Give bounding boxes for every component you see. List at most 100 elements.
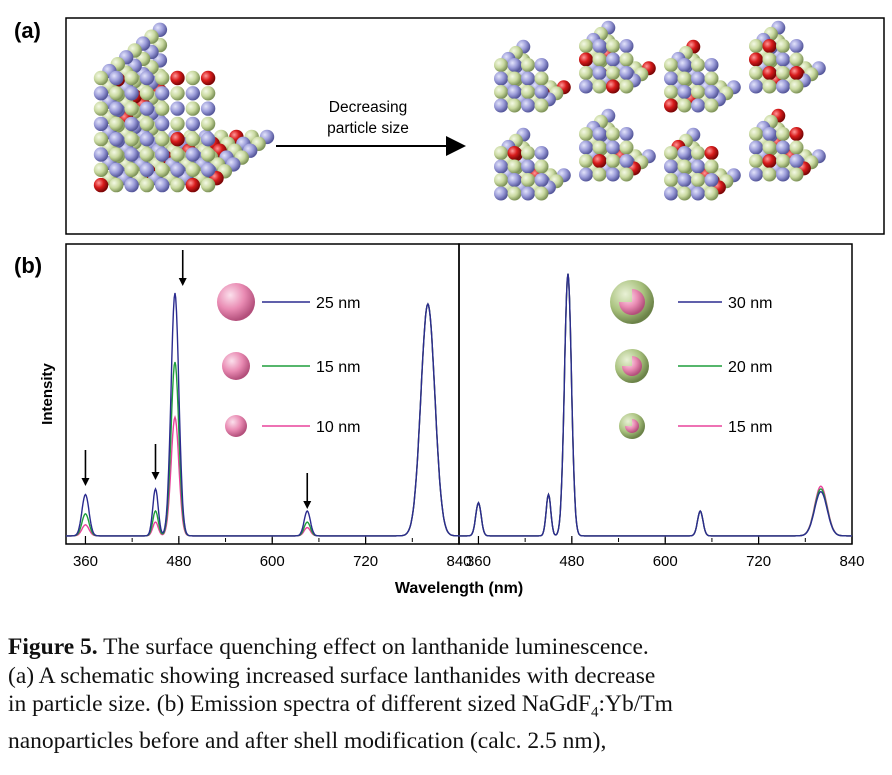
atom-sphere bbox=[109, 116, 124, 132]
atom-sphere bbox=[139, 101, 155, 116]
small-nanocrystal-cubes bbox=[494, 20, 826, 201]
atom-sphere bbox=[93, 132, 109, 147]
figure-label: Figure 5. bbox=[8, 634, 98, 660]
atom-sphere bbox=[170, 132, 185, 147]
peak-arrow-head bbox=[151, 472, 160, 480]
atom-sphere bbox=[789, 167, 804, 182]
atom-sphere bbox=[677, 146, 692, 160]
atom-sphere bbox=[789, 154, 804, 168]
atom-sphere bbox=[185, 86, 200, 101]
atom-sphere bbox=[704, 71, 719, 86]
atom-sphere bbox=[749, 140, 763, 155]
atom-sphere bbox=[606, 140, 620, 155]
atom-sphere bbox=[619, 140, 634, 155]
atom-sphere bbox=[155, 162, 170, 177]
legend-label-30nm: 30 nm bbox=[728, 295, 772, 312]
atom-sphere bbox=[507, 146, 522, 160]
atom-sphere bbox=[664, 146, 678, 160]
spectrum-left-plot: 360 480 600 720 840 bbox=[66, 250, 472, 570]
atom-sphere bbox=[579, 127, 593, 141]
atom-sphere bbox=[664, 159, 678, 174]
atom-sphere bbox=[691, 98, 705, 113]
legend-label-25nm: 25 nm bbox=[316, 295, 360, 312]
atom-sphere bbox=[664, 98, 678, 113]
arrow-text-line1: Decreasing bbox=[329, 99, 407, 116]
large-nanocrystal-cube bbox=[93, 22, 275, 193]
atom-sphere bbox=[677, 186, 692, 201]
atom-sphere bbox=[776, 79, 790, 94]
atom-sphere bbox=[619, 39, 634, 53]
atom-sphere bbox=[185, 147, 200, 162]
atom-sphere bbox=[762, 79, 777, 94]
x-tick-label: 720 bbox=[353, 553, 378, 570]
atom-sphere bbox=[619, 66, 634, 80]
x-tick-label: 840 bbox=[839, 553, 864, 570]
figure-canvas: (a) Decreasing particle size (b) Intensi… bbox=[14, 17, 885, 597]
x-tick-label: 720 bbox=[746, 553, 771, 570]
x-tick-label: 360 bbox=[466, 553, 491, 570]
atom-sphere bbox=[776, 127, 790, 141]
atom-sphere bbox=[592, 52, 607, 67]
atom-sphere bbox=[124, 132, 139, 147]
caption-line-4: nanoparticles before and after shell mod… bbox=[8, 728, 607, 755]
atom-sphere bbox=[507, 71, 522, 86]
atom-sphere bbox=[139, 162, 155, 177]
legend-label-15nm-shell: 15 nm bbox=[728, 419, 772, 436]
panel-b-label: (b) bbox=[14, 253, 42, 278]
atom-sphere bbox=[776, 52, 790, 67]
atom-sphere bbox=[200, 86, 216, 101]
peak-arrow-head bbox=[303, 501, 312, 509]
atom-sphere bbox=[521, 98, 535, 113]
legend-label-10nm: 10 nm bbox=[316, 419, 360, 436]
atom-sphere bbox=[606, 52, 620, 67]
atom-sphere bbox=[789, 52, 804, 67]
atom-sphere bbox=[749, 167, 763, 182]
atom-sphere bbox=[494, 58, 508, 72]
small-cube bbox=[579, 108, 656, 182]
small-cube bbox=[579, 20, 656, 94]
atom-sphere bbox=[124, 162, 139, 177]
atom-sphere bbox=[200, 162, 216, 177]
atom-sphere bbox=[691, 58, 705, 72]
atom-sphere bbox=[664, 186, 678, 201]
atom-sphere bbox=[139, 86, 155, 101]
atom-sphere bbox=[619, 79, 634, 94]
x-tick-label: 600 bbox=[260, 553, 285, 570]
x-tick-label: 480 bbox=[559, 553, 584, 570]
atom-sphere bbox=[677, 71, 692, 86]
atom-sphere bbox=[185, 177, 200, 193]
core-shell-icon-20nm bbox=[615, 349, 649, 383]
arrow-text-line2: particle size bbox=[327, 120, 409, 137]
core-shell-icon-30nm bbox=[610, 280, 654, 324]
atom-sphere bbox=[494, 146, 508, 160]
atom-sphere bbox=[691, 173, 705, 187]
small-cube bbox=[494, 39, 571, 113]
atom-sphere bbox=[507, 186, 522, 201]
atom-sphere bbox=[677, 85, 692, 99]
atom-sphere bbox=[691, 85, 705, 99]
small-cube bbox=[494, 127, 571, 201]
caption-line-2: (a) A schematic showing increased surfac… bbox=[8, 662, 656, 689]
atom-sphere bbox=[704, 159, 719, 174]
legend-label-15nm: 15 nm bbox=[316, 359, 360, 376]
atom-sphere bbox=[579, 52, 593, 67]
atom-sphere bbox=[762, 66, 777, 80]
atom-sphere bbox=[124, 116, 139, 132]
atom-sphere bbox=[155, 147, 170, 162]
small-cube bbox=[664, 127, 741, 201]
atom-sphere bbox=[592, 66, 607, 80]
atom-sphere bbox=[534, 146, 549, 160]
atom-sphere bbox=[677, 98, 692, 113]
atom-sphere bbox=[139, 147, 155, 162]
atom-sphere bbox=[704, 98, 719, 113]
atom-sphere bbox=[579, 140, 593, 155]
atom-sphere bbox=[776, 167, 790, 182]
atom-sphere bbox=[109, 132, 124, 147]
atom-sphere bbox=[789, 127, 804, 141]
atom-sphere bbox=[762, 127, 777, 141]
atom-sphere bbox=[109, 70, 124, 86]
atom-sphere bbox=[762, 39, 777, 53]
sphere-icon-10nm bbox=[225, 415, 247, 437]
atom-sphere bbox=[749, 39, 763, 53]
atom-sphere bbox=[185, 101, 200, 116]
